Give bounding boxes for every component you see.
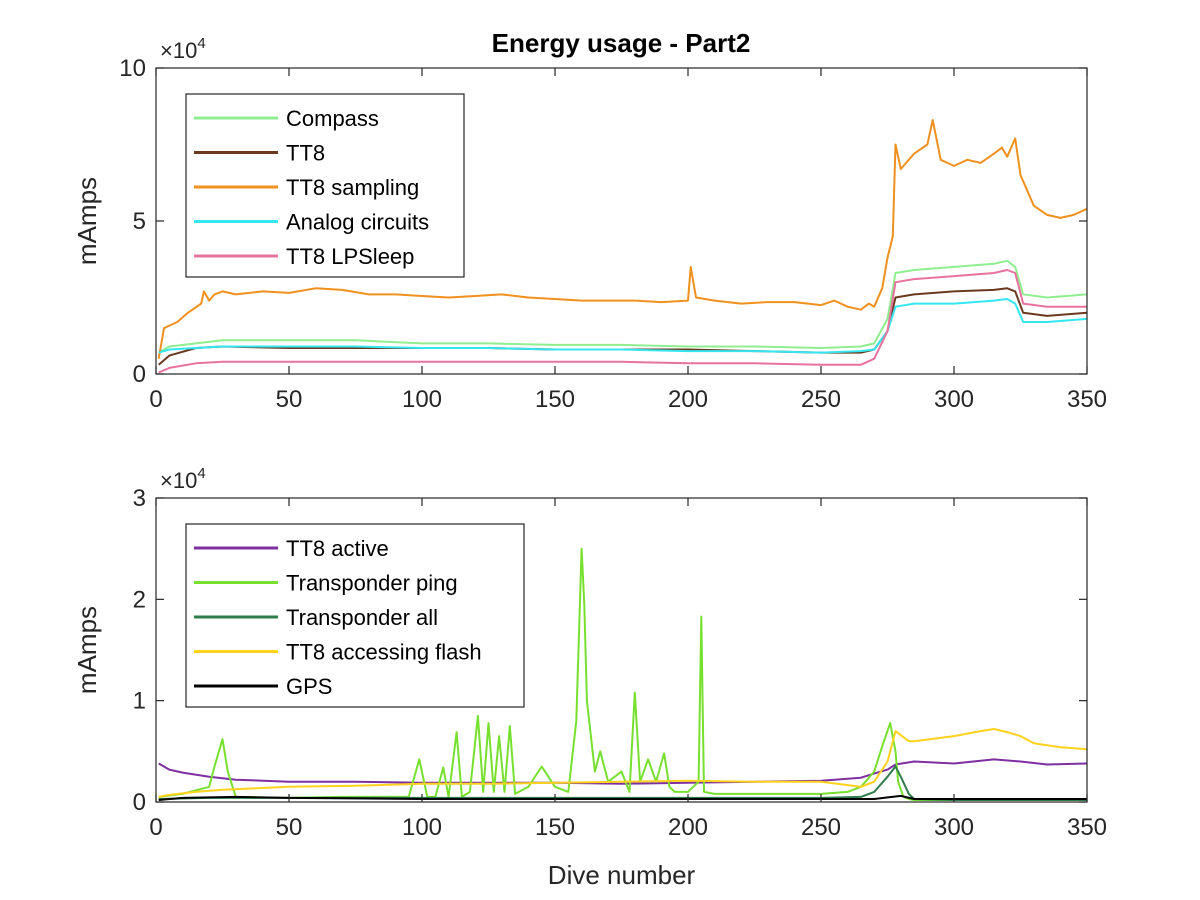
chart-title: Energy usage - Part2 [492, 28, 751, 58]
y-tick-label: 10 [119, 55, 146, 82]
x-tick-label: 300 [934, 386, 974, 413]
y-tick-label: 0 [133, 361, 146, 388]
y-tick-label: 5 [133, 208, 146, 235]
x-tick-label: 150 [535, 386, 575, 413]
legend-label: Transponder all [286, 605, 438, 630]
x-tick-label: 300 [934, 814, 974, 841]
y-axis-label: mAmps [72, 606, 102, 694]
legend-label: Compass [286, 106, 379, 131]
series-line-tt8-accessing-flash [158, 728, 1088, 798]
series-line-tt8-lpsleep [158, 269, 1087, 374]
legend-label: Analog circuits [286, 210, 429, 235]
series-line-gps [158, 794, 1087, 801]
x-tick-label: 250 [801, 386, 841, 413]
x-axis-label: Dive number [548, 860, 696, 890]
axes-frame [155, 497, 1088, 803]
x-tick-label: 100 [402, 386, 442, 413]
x-tick-label: 250 [801, 814, 841, 841]
y-tick-label: 0 [133, 789, 146, 816]
y-exponent-power: 4 [197, 465, 205, 482]
legend-label: Transponder ping [286, 571, 458, 596]
y-tick-label: 2 [133, 586, 146, 613]
legend-label: TT8 LPSleep [286, 244, 414, 269]
series-line-analog-circuits [158, 298, 1088, 354]
legend-label: TT8 active [286, 536, 389, 561]
top-plot: 0 50 100 150 200 250 300 3500510×104mAmpsCompas… [72, 35, 1107, 413]
x-tick-label: 150 [535, 814, 575, 841]
legend-label: TT8 [286, 141, 325, 166]
y-tick-label: 3 [133, 485, 146, 512]
x-tick-label: 200 [668, 386, 708, 413]
legend-label: TT8 accessing flash [286, 640, 482, 665]
x-tick-label: 0 [149, 386, 162, 413]
legend-label: TT8 sampling [286, 175, 419, 200]
x-tick-label: 50 [276, 386, 303, 413]
y-exponent-power: 4 [197, 35, 205, 52]
x-tick-label: 100 [402, 814, 442, 841]
x-tick-label: 350 [1067, 814, 1107, 841]
y-axis-label: mAmps [72, 177, 102, 265]
x-tick-label: 0 [149, 814, 162, 841]
series-line-compass [158, 259, 1088, 354]
x-tick-label: 200 [668, 814, 708, 841]
legend-label: GPS [286, 674, 332, 699]
series-line-tt8-sampling [157, 119, 1088, 359]
y-tick-label: 1 [133, 688, 146, 715]
x-tick-label: 50 [276, 814, 303, 841]
x-tick-label: 350 [1067, 386, 1107, 413]
